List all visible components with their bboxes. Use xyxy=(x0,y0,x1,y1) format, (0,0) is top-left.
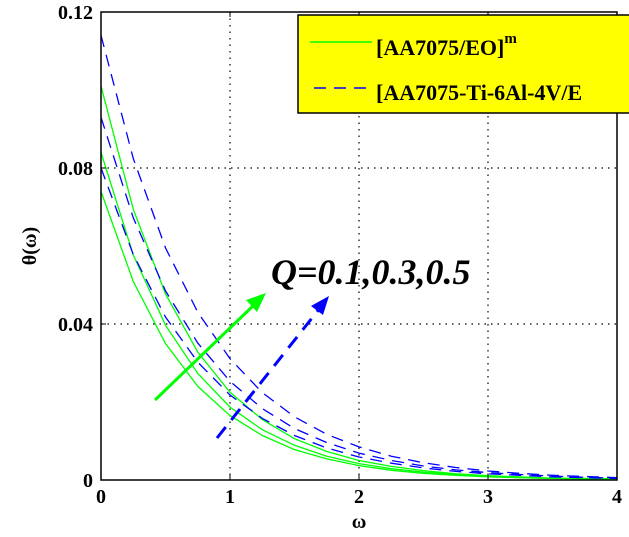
curves xyxy=(100,35,618,480)
series-line-dashed-q0.1 xyxy=(100,167,618,480)
axes xyxy=(100,11,618,481)
legend-label-1: [AA7075/EO]m xyxy=(376,31,517,60)
y-tick-label: 0.08 xyxy=(58,158,93,180)
arrow-green xyxy=(153,293,266,402)
x-tick-label: 2 xyxy=(354,486,364,508)
x-axis-label: ω xyxy=(352,511,367,533)
x-tick-label: 4 xyxy=(612,486,622,508)
legend: [AA7075/EO]m [AA7075-Ti-6Al-4V/E xyxy=(297,14,629,114)
y-tick-label: 0.04 xyxy=(58,314,93,336)
y-tick-label: 0 xyxy=(83,470,93,492)
annotation-q: Q=0.1,0.3,0.5 xyxy=(271,252,471,292)
series-line-dashed-q0.5 xyxy=(100,35,618,479)
series-line-solid-q0.5 xyxy=(100,85,618,480)
legend-label-2: [AA7075-Ti-6Al-4V/E xyxy=(376,80,582,105)
series-line-dashed-q0.3 xyxy=(100,117,618,479)
x-tick-label: 0 xyxy=(96,486,106,508)
plot-frame xyxy=(100,11,618,481)
x-tick-label: 3 xyxy=(483,486,493,508)
y-axis-label: θ(ω) xyxy=(19,227,41,265)
arrow-blue-dashed xyxy=(215,296,329,439)
y-tick-label: 0.12 xyxy=(58,2,93,24)
x-tick-label: 1 xyxy=(225,486,235,508)
tick-labels: 0 1 2 3 4 0 0.04 0.08 0.12 xyxy=(58,2,622,508)
